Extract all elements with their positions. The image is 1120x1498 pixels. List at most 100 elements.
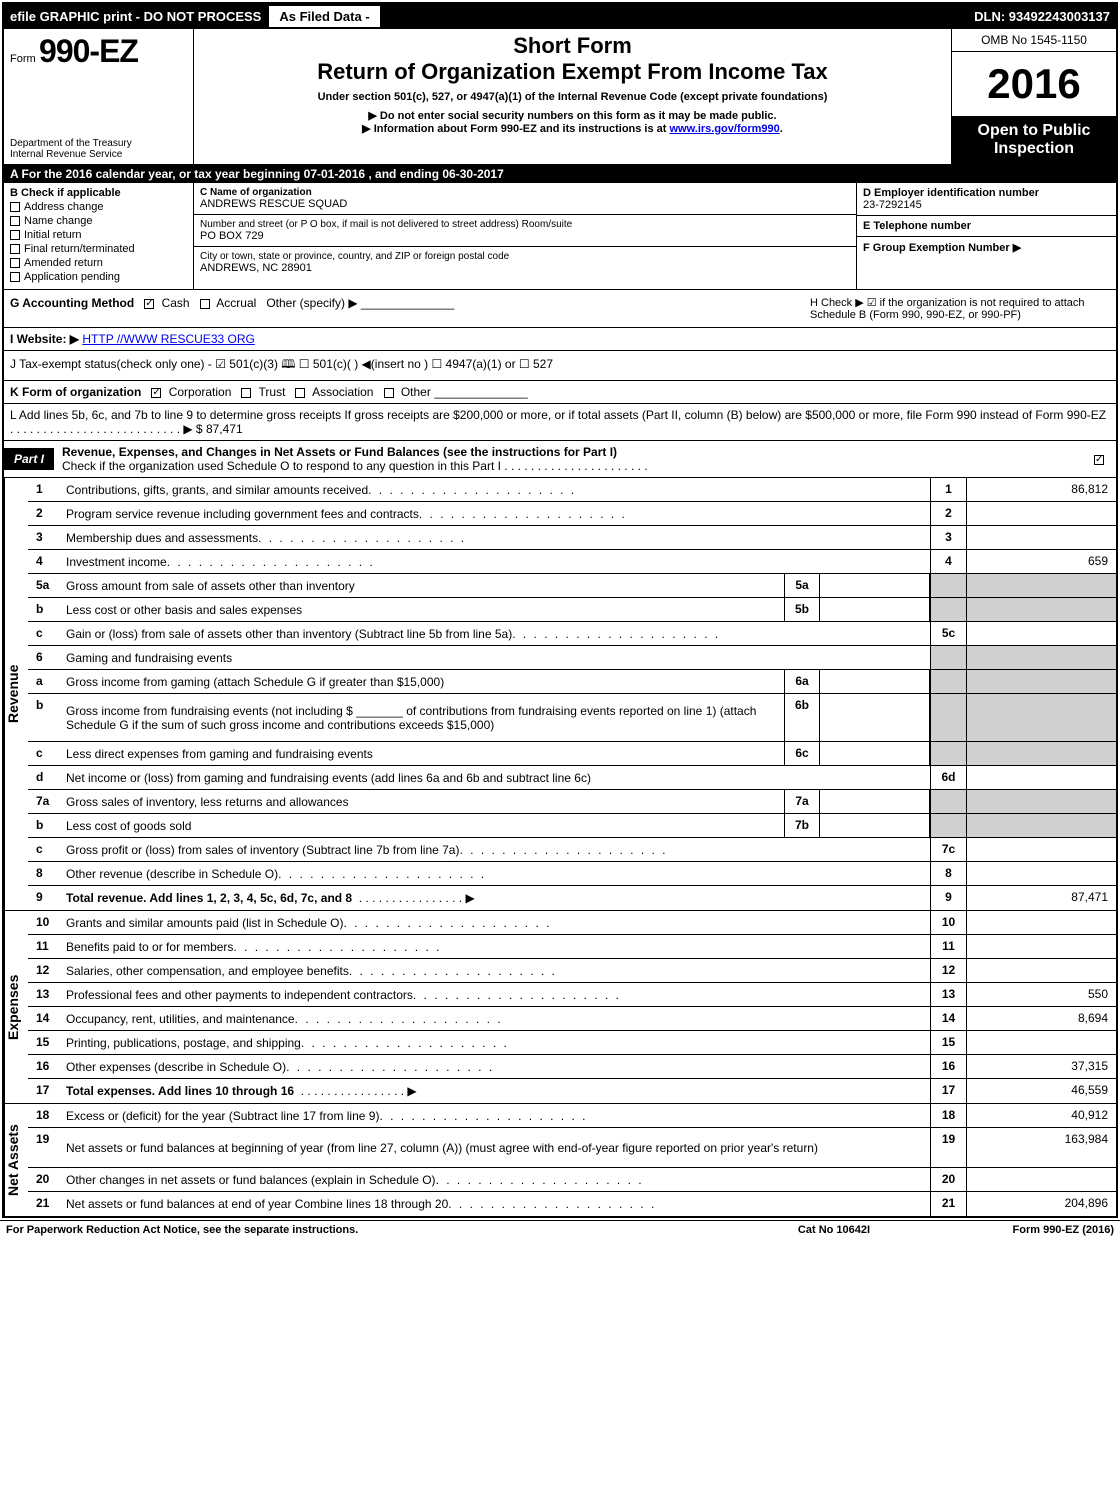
- header-left: Form 990-EZ Department of the Treasury I…: [4, 29, 194, 164]
- row-j-tax-exempt: J Tax-exempt status(check only one) - ☑ …: [4, 351, 1116, 381]
- line-1: 1Contributions, gifts, grants, and simil…: [28, 478, 1116, 502]
- line-7a: 7aGross sales of inventory, less returns…: [28, 790, 1116, 814]
- footer-left: For Paperwork Reduction Act Notice, see …: [6, 1224, 734, 1236]
- cb-corporation[interactable]: [151, 388, 161, 398]
- part-i-text: Revenue, Expenses, and Changes in Net As…: [62, 441, 1086, 477]
- line-4: 4Investment income4659: [28, 550, 1116, 574]
- cb-initial-return[interactable]: [10, 230, 20, 240]
- col-b-checkboxes: B Check if applicable Address change Nam…: [4, 183, 194, 289]
- org-city-row: City or town, state or province, country…: [194, 247, 856, 278]
- row-i-website: I Website: ▶ HTTP //WWW RESCUE33 ORG: [4, 328, 1116, 351]
- cb-address-change[interactable]: [10, 202, 20, 212]
- cb-name-change[interactable]: [10, 216, 20, 226]
- line-9: 9Total revenue. Add lines 1, 2, 3, 4, 5c…: [28, 886, 1116, 910]
- top-bar: efile GRAPHIC print - DO NOT PROCESS As …: [4, 4, 1116, 29]
- line-18: 18Excess or (deficit) for the year (Subt…: [28, 1104, 1116, 1128]
- tax-year: 2016: [952, 52, 1116, 116]
- ein-value: 23-7292145: [863, 199, 1110, 211]
- row-h-schedule-b: H Check ▶ ☑ if the organization is not r…: [810, 296, 1110, 321]
- header-center: Short Form Return of Organization Exempt…: [194, 29, 951, 164]
- note-ssn: ▶ Do not enter social security numbers o…: [200, 109, 945, 122]
- row-l-gross-receipts: L Add lines 5b, 6c, and 7b to line 9 to …: [4, 404, 1116, 441]
- col-b-org-info: C Name of organization ANDREWS RESCUE SQ…: [194, 183, 856, 289]
- line-21: 21Net assets or fund balances at end of …: [28, 1192, 1116, 1216]
- line-12: 12Salaries, other compensation, and empl…: [28, 959, 1116, 983]
- line-13: 13Professional fees and other payments t…: [28, 983, 1116, 1007]
- row-k-org-form: K Form of organization Corporation Trust…: [4, 381, 1116, 404]
- line-8: 8Other revenue (describe in Schedule O)8: [28, 862, 1116, 886]
- cb-amended-return[interactable]: [10, 258, 20, 268]
- cb-part-i-schedule-o[interactable]: [1094, 455, 1104, 465]
- part-i-label: Part I: [4, 448, 54, 470]
- revenue-section: Revenue 1Contributions, gifts, grants, a…: [4, 478, 1116, 911]
- org-city: ANDREWS, NC 28901: [200, 262, 850, 274]
- line-6a: aGross income from gaming (attach Schedu…: [28, 670, 1116, 694]
- expenses-section: Expenses 10Grants and similar amounts pa…: [4, 911, 1116, 1104]
- line-16: 16Other expenses (describe in Schedule O…: [28, 1055, 1116, 1079]
- cb-accrual[interactable]: [200, 299, 210, 309]
- footer-right: Form 990-EZ (2016): [934, 1224, 1114, 1236]
- row-g-accounting: G Accounting Method Cash Accrual Other (…: [4, 290, 1116, 328]
- note-info: ▶ Information about Form 990-EZ and its …: [200, 122, 945, 135]
- form-990ez: efile GRAPHIC print - DO NOT PROCESS As …: [2, 2, 1118, 1218]
- cb-application-pending[interactable]: [10, 272, 20, 282]
- topbar-mid: As Filed Data -: [267, 4, 381, 29]
- netassets-label: Net Assets: [4, 1104, 28, 1216]
- org-name-row: C Name of organization ANDREWS RESCUE SQ…: [194, 183, 856, 215]
- line-7b: bLess cost of goods sold7b: [28, 814, 1116, 838]
- sub-title: Under section 501(c), 527, or 4947(a)(1)…: [200, 91, 945, 103]
- line-6c: cLess direct expenses from gaming and fu…: [28, 742, 1116, 766]
- row-a-calendar-year: A For the 2016 calendar year, or tax yea…: [4, 165, 1116, 183]
- cb-association[interactable]: [295, 388, 305, 398]
- line-19: 19Net assets or fund balances at beginni…: [28, 1128, 1116, 1168]
- line-17: 17Total expenses. Add lines 10 through 1…: [28, 1079, 1116, 1103]
- line-6d: dNet income or (loss) from gaming and fu…: [28, 766, 1116, 790]
- b-label: B Check if applicable: [10, 187, 187, 199]
- line-5b: bLess cost or other basis and sales expe…: [28, 598, 1116, 622]
- part-i-header: Part I Revenue, Expenses, and Changes in…: [4, 441, 1116, 478]
- group-exemption-row: F Group Exemption Number ▶: [857, 237, 1116, 258]
- cb-cash[interactable]: [144, 299, 154, 309]
- form-number: 990-EZ: [39, 33, 138, 69]
- footer: For Paperwork Reduction Act Notice, see …: [0, 1220, 1120, 1239]
- form-prefix: Form: [10, 53, 36, 65]
- revenue-label: Revenue: [4, 478, 28, 910]
- line-10: 10Grants and similar amounts paid (list …: [28, 911, 1116, 935]
- line-5a: 5aGross amount from sale of assets other…: [28, 574, 1116, 598]
- topbar-left: efile GRAPHIC print - DO NOT PROCESS: [4, 6, 267, 27]
- irs-link[interactable]: www.irs.gov/form990: [670, 123, 780, 135]
- line-5c: cGain or (loss) from sale of assets othe…: [28, 622, 1116, 646]
- line-6: 6Gaming and fundraising events: [28, 646, 1116, 670]
- line-6b: bGross income from fundraising events (n…: [28, 694, 1116, 742]
- line-2: 2Program service revenue including gover…: [28, 502, 1116, 526]
- topbar-dln: DLN: 93492243003137: [968, 6, 1116, 27]
- line-20: 20Other changes in net assets or fund ba…: [28, 1168, 1116, 1192]
- ein-row: D Employer identification number 23-7292…: [857, 183, 1116, 216]
- cb-final-return[interactable]: [10, 244, 20, 254]
- org-address-row: Number and street (or P O box, if mail i…: [194, 215, 856, 247]
- line-3: 3Membership dues and assessments3: [28, 526, 1116, 550]
- short-form-title: Short Form: [200, 33, 945, 59]
- expenses-label: Expenses: [4, 911, 28, 1103]
- col-b-right: D Employer identification number 23-7292…: [856, 183, 1116, 289]
- org-address: PO BOX 729: [200, 230, 850, 242]
- line-14: 14Occupancy, rent, utilities, and mainte…: [28, 1007, 1116, 1031]
- omb-number: OMB No 1545-1150: [952, 29, 1116, 52]
- main-title: Return of Organization Exempt From Incom…: [200, 59, 945, 85]
- open-to-public: Open to Public Inspection: [952, 116, 1116, 164]
- cb-trust[interactable]: [241, 388, 251, 398]
- line-7c: cGross profit or (loss) from sales of in…: [28, 838, 1116, 862]
- org-name: ANDREWS RESCUE SQUAD: [200, 198, 850, 210]
- section-b: B Check if applicable Address change Nam…: [4, 183, 1116, 290]
- website-link[interactable]: HTTP //WWW RESCUE33 ORG: [82, 332, 254, 346]
- footer-center: Cat No 10642I: [734, 1224, 934, 1236]
- department: Department of the Treasury Internal Reve…: [10, 138, 187, 160]
- dept-treasury: Department of the Treasury: [10, 138, 187, 149]
- line-15: 15Printing, publications, postage, and s…: [28, 1031, 1116, 1055]
- header: Form 990-EZ Department of the Treasury I…: [4, 29, 1116, 165]
- header-right: OMB No 1545-1150 2016 Open to Public Ins…: [951, 29, 1116, 164]
- line-11: 11Benefits paid to or for members11: [28, 935, 1116, 959]
- cb-other-org[interactable]: [384, 388, 394, 398]
- telephone-row: E Telephone number: [857, 216, 1116, 237]
- dept-irs: Internal Revenue Service: [10, 149, 187, 160]
